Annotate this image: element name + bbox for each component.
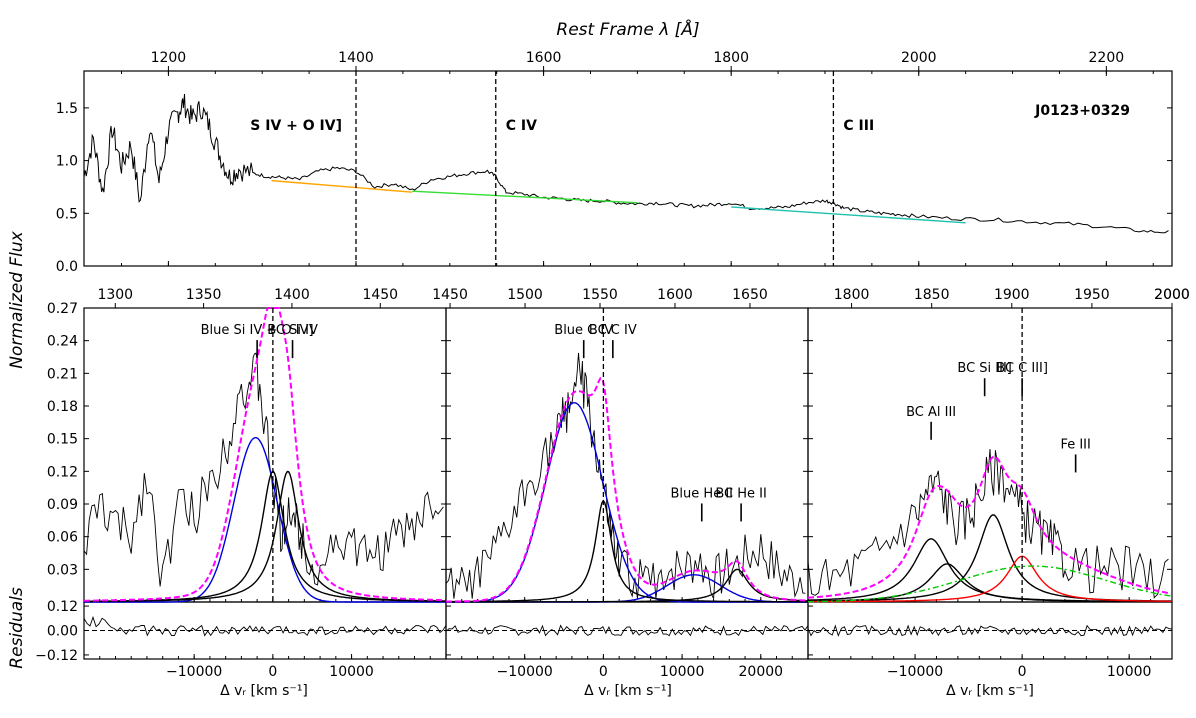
siiv-panel-top-tick-label: 1400	[274, 287, 310, 303]
siiv-panel-component-bc-si-iv-1	[84, 470, 446, 602]
civ-panel-component-bc-he-ii	[446, 568, 808, 603]
overview-xtick-label: 1200	[151, 50, 187, 66]
top-axis-label: Rest Frame λ [Å]	[556, 18, 699, 40]
ciii-panel-top-tick-label: 1850	[914, 287, 950, 303]
ciii-panel-component-fe-iii	[808, 565, 1173, 603]
overview-xtick-label: 1600	[526, 50, 562, 66]
ciii-panel-xtick-label: 10000	[1107, 664, 1152, 680]
civ-panel: 1450 1500 1550 1600 1650 −10000 0 10000 20000 Blu…	[432, 287, 809, 680]
civ-panel-xtick-label: 10000	[660, 664, 705, 680]
siiv-panel-frame	[83, 307, 447, 603]
siiv-panel-top-tick-label: 1450	[362, 287, 398, 303]
civ-panel-line-label: BC C IV	[589, 323, 637, 338]
overview-panel: 1200 1400 1600 1800 2000 2200 0.0 0.5 1.0 1.5 S IV…	[56, 50, 1173, 275]
civ-panel-top-tick-label: 1550	[582, 287, 618, 303]
civ-panel-line-label: BC He II	[715, 486, 766, 501]
residuals-axis-label: Residuals	[7, 587, 27, 669]
ciii-panel-residual-frame	[807, 601, 1173, 660]
ciii-panel-component-bc-si-iii-	[808, 514, 1173, 602]
civ-panel-component-blue-c-iv-component	[446, 401, 808, 603]
siiv-panel-model	[84, 307, 446, 602]
ciii-panel-xtick-label: −10000	[887, 664, 943, 680]
siiv-panel-component-bc-si-iv-2	[84, 470, 446, 603]
siiv-panel-component-blue-si-iv-o-iv-component	[84, 436, 446, 603]
overview-line-label: C IV	[506, 118, 537, 134]
ciii-panel-top-tick-label: 2000	[1154, 287, 1190, 303]
civ-panel-component-bc-c-iv	[446, 499, 808, 603]
ciii-panel-observed-spectrum	[807, 448, 1169, 599]
siiv-panel-top-tick-label: 1300	[97, 287, 133, 303]
civ-panel-xtick-label: 20000	[739, 664, 784, 680]
ciii-panel-top-tick-label: 1800	[834, 287, 870, 303]
object-name: J0123+0329	[1034, 103, 1130, 119]
ciii-panel-residuals	[807, 624, 1173, 637]
ciii-panel-xtick-label: 0	[1018, 664, 1027, 680]
overview-xtick-label: 1800	[713, 50, 749, 66]
ciii-panel-top-tick-label: 2000	[1154, 287, 1190, 303]
siiv-panel-ytick-label: 0.15	[47, 432, 78, 448]
civ-panel-xtick-label: 0	[599, 664, 608, 680]
ciii-panel-line-label: Fe III	[1060, 437, 1090, 452]
ciii-panel-line-label: BC Al III	[906, 405, 956, 420]
y-axis-label: Normalized Flux	[7, 230, 27, 368]
overview-xtick-label: 2200	[1089, 50, 1125, 66]
civ-panel-top-tick-label: 1600	[657, 287, 693, 303]
siiv-panel-residual-ytick-label: −0.12	[35, 648, 78, 664]
ciii-panel-top-tick-label: 1900	[994, 287, 1030, 303]
ciii-panel-model	[807, 455, 1173, 599]
overview-line-label: C III	[843, 118, 874, 134]
civ-panel-top-tick-label: 1500	[507, 287, 543, 303]
continuum-3	[731, 206, 966, 224]
ciii-panel-line-label: BC C III]	[996, 361, 1048, 376]
civ-panel-top-tick-label: 1650	[732, 287, 768, 303]
civ-panel-model	[446, 377, 809, 603]
overview-line-label: S IV + O IV]	[250, 118, 342, 134]
overview-ytick-label: 1.0	[56, 154, 78, 170]
siiv-panel-observed-spectrum	[83, 352, 444, 587]
ciii-xlabel: Δ vᵣ [km s⁻¹]	[946, 683, 1034, 699]
overview-ytick-label: 1.5	[56, 101, 78, 117]
civ-panel-observed-spectrum	[445, 352, 806, 599]
siiv-panel-ytick-label: 0.24	[47, 334, 78, 350]
siiv-panel-ytick-label: 0.06	[47, 530, 78, 546]
siiv-panel-ytick-label: 0.09	[47, 497, 78, 513]
civ-panel-line-label: Blue He II	[671, 486, 733, 501]
civ-panel-xtick-label: −10000	[497, 664, 553, 680]
siiv-panel-line-label: Blue Si IV + O IV]	[201, 323, 314, 338]
siiv-panel-ytick-label: 0.03	[47, 562, 78, 578]
continuum-1	[271, 179, 413, 193]
overview-frame	[83, 70, 1173, 267]
siiv-panel-ytick-label: 0.12	[47, 464, 78, 480]
overview-xtick-label: 2000	[901, 50, 937, 66]
civ-xlabel: Δ vᵣ [km s⁻¹]	[584, 683, 672, 699]
siiv-panel-ytick-label: 0.27	[47, 301, 78, 317]
overview-spectrum	[83, 93, 1169, 234]
siiv-panel: 1300 1350 1400 1450 −10000 0 10000 0.03 0.06 0.09…	[35, 287, 447, 680]
siiv-xlabel: Δ vᵣ [km s⁻¹]	[220, 683, 308, 699]
siiv-panel-top-tick-label: 1350	[186, 287, 222, 303]
siiv-panel-ytick-label: 0.18	[47, 399, 78, 415]
siiv-panel-line-label: BC Si IV	[267, 323, 318, 338]
siiv-panel-residuals	[83, 615, 447, 637]
continuum-2	[412, 190, 638, 204]
ciii-panel-line-label: BC Si III]	[957, 361, 1011, 376]
overview-ytick-label: 0.5	[56, 206, 78, 222]
siiv-panel-residual-ytick-label: 0.12	[47, 599, 78, 615]
ciii-panel-top-tick-label: 1950	[1074, 287, 1110, 303]
civ-panel-residuals	[445, 624, 809, 637]
ciii-panel-component-bc-c-iii-	[807, 555, 1172, 603]
ciii-panel-component-bc-al-iii-1	[808, 538, 1172, 603]
siiv-panel-ytick-label: 0.21	[47, 366, 78, 382]
siiv-panel-xtick-label: −10000	[166, 664, 222, 680]
civ-panel-line-label: Blue C IV	[554, 323, 613, 338]
siiv-panel-xtick-label: 0	[268, 664, 277, 680]
overview-ytick-label: 0.0	[56, 259, 78, 275]
overview-xtick-label: 1400	[338, 50, 374, 66]
siiv-panel-residual-ytick-label: 0.00	[47, 624, 78, 640]
siiv-panel-xtick-label: 10000	[329, 664, 374, 680]
civ-panel-top-tick-label: 1450	[432, 287, 468, 303]
